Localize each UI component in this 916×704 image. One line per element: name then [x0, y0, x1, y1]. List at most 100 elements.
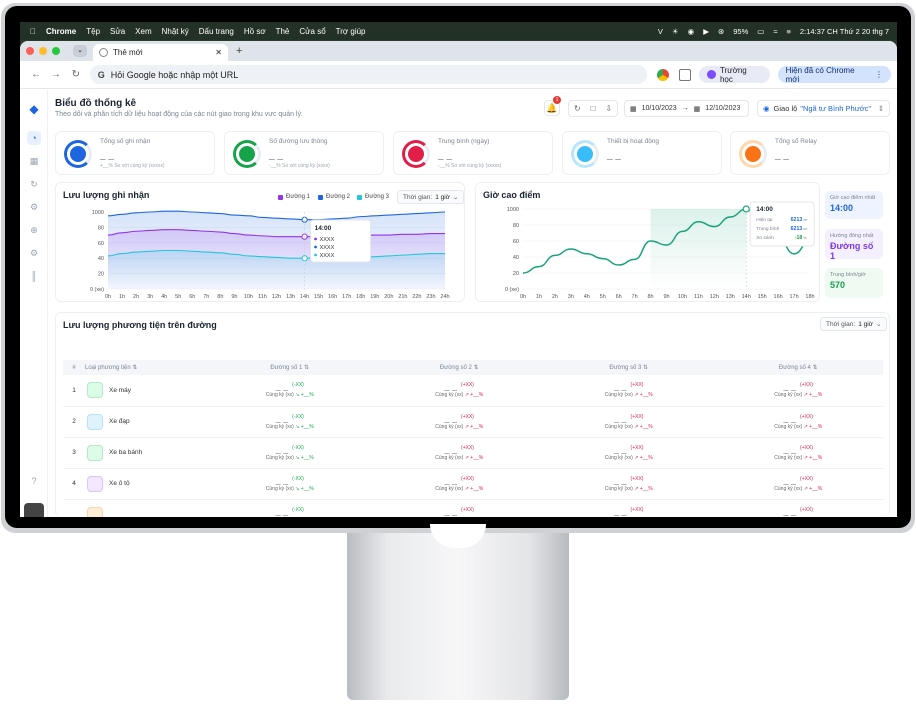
menu-bookmarks[interactable]: Dấu trang [192, 26, 234, 36]
sidebar-route-icon[interactable]: ↻ [30, 179, 38, 189]
header-label: Đường số 4 [778, 365, 811, 371]
series-point[interactable] [742, 205, 750, 213]
play-icon[interactable]: ▶ [703, 26, 709, 36]
sort-icon[interactable]: ⇅ [302, 365, 310, 371]
profile-school-button[interactable]: Trường học [699, 66, 770, 84]
vehicle-type-cell: Xe ô tô [85, 468, 205, 500]
back-arrow-icon[interactable]: ← [30, 69, 41, 80]
reload-icon[interactable]: ↻ [71, 69, 80, 80]
x-tick-label: 23h [426, 294, 435, 300]
menu-file[interactable]: Tệp [80, 26, 100, 36]
cell-value: _ _ [444, 475, 458, 486]
app-logo-icon[interactable]: ◆ [29, 102, 39, 116]
omnibox[interactable]: G Hỏi Google hoặc nhập một URL [89, 65, 648, 84]
tab-search-chevron-icon[interactable]: ⌄ [73, 45, 87, 57]
broadcast-icon[interactable]: ⊛ [717, 26, 725, 36]
menubar-app-name[interactable]: Chrome [40, 26, 76, 36]
menu-view[interactable]: Xem [129, 26, 151, 36]
wifi-icon[interactable]: ≈ [773, 26, 778, 36]
x-tick-label: 14h [300, 294, 309, 300]
v-icon[interactable]: V [657, 26, 663, 36]
legend-duong-3[interactable]: Đường 3 [357, 194, 389, 200]
refresh-icon[interactable]: ↻ [573, 104, 581, 113]
copy-icon[interactable]: □ [590, 104, 596, 113]
stat-icon [70, 146, 86, 162]
legend-duong-1[interactable]: Đường 1 [278, 194, 310, 200]
control-center-icon[interactable]: ≡ [786, 26, 791, 36]
sidebar-chart-icon[interactable]: ◔ [27, 131, 41, 145]
menu-history[interactable]: Nhật ký [155, 26, 189, 36]
trend-value: +__% [470, 517, 483, 518]
date-range-picker[interactable]: ▦ 10/10/2023 → ▦ 12/10/2023 [624, 100, 749, 117]
zoom-window-button[interactable] [52, 47, 60, 55]
cell-value: _ _ [614, 444, 627, 455]
sidebar-road-icon[interactable]: ║ [30, 271, 38, 281]
trend-down-icon: ↘ [293, 392, 301, 399]
battery-icon[interactable]: ▭ [757, 26, 765, 36]
chrome-update-button[interactable]: Hiện đã có Chrome mới ⋮ [777, 66, 891, 84]
menu-window[interactable]: Cửa sổ [293, 26, 325, 36]
cell-change: (-XX) [292, 444, 304, 451]
close-tab-icon[interactable]: ✕ [215, 48, 222, 57]
legend-duong-2[interactable]: Đường 2 [318, 194, 350, 200]
close-window-button[interactable] [26, 47, 34, 55]
menubar-clock[interactable]: 2:14:37 CH Thứ 2 20 thg 7 [799, 26, 889, 36]
cell-change: (+XX) [461, 382, 474, 389]
cell-compare: Cùng kỳ (xx) ↗ +__% [544, 455, 714, 461]
sidebar-settings-icon[interactable]: ⚙ [29, 248, 39, 258]
minimize-window-button[interactable] [39, 47, 47, 55]
peak-tooltip-unit: xe [803, 226, 808, 231]
table-header-cell[interactable]: Đường số 4 ⇅ [713, 360, 883, 375]
cell-change: (+XX) [461, 475, 474, 482]
new-tab-plus-icon[interactable]: + [236, 45, 243, 57]
series-line[interactable] [107, 249, 445, 259]
trend-up-icon: ↗ [802, 517, 809, 518]
sort-icon[interactable]: ⇅ [641, 365, 649, 371]
junction-select[interactable]: ◉ Giao lộ "Ngã tư Bình Phước" ⇕ [757, 100, 890, 117]
road-value-cell: _ _(+XX)Cùng kỳ (xx) ↗ +__% [713, 468, 883, 500]
extension-icon[interactable] [657, 68, 670, 81]
cell-top: _ _ (+XX) [714, 445, 884, 455]
stat-card: Thiết bị hoạt động _ _ [562, 131, 722, 175]
table-header-cell[interactable]: Đường số 3 ⇅ [544, 360, 714, 375]
sort-icon[interactable]: ⇅ [810, 365, 818, 371]
cell-change: (+XX) [630, 413, 644, 420]
table-header-cell[interactable]: Đường số 2 ⇅ [374, 360, 544, 375]
menu-edit[interactable]: Sửa [104, 26, 125, 36]
cell-value: _ _ [783, 382, 797, 393]
menu-profiles[interactable]: Hồ sơ [237, 26, 266, 36]
trend-value: +__% [809, 454, 823, 461]
series-line[interactable] [107, 210, 446, 221]
menu-tab[interactable]: Thẻ [269, 26, 290, 36]
peak-tooltip-label: Hiện tại [756, 217, 772, 223]
brightness-icon[interactable]: ☀ [671, 26, 679, 36]
user-avatar[interactable] [24, 503, 44, 517]
road-value-cell: _ _(-XX)Cùng kỳ (xx) ↘ +__% [205, 468, 375, 500]
puzzle-extensions-icon[interactable] [679, 68, 692, 81]
more-menu-icon[interactable]: ⋮ [875, 70, 883, 79]
sort-icon[interactable]: ⇅ [130, 365, 138, 371]
compare-label: Cùng kỳ (xx) [605, 517, 633, 518]
compare-label: Cùng kỳ (xx) [604, 392, 633, 399]
trend-value: +__% [470, 454, 484, 461]
notification-bell-icon[interactable]: 🔔 [544, 100, 560, 116]
series-line[interactable] [107, 229, 445, 238]
help-icon[interactable]: ? [31, 476, 37, 486]
record-icon[interactable]: ◉ [687, 26, 695, 36]
table-header-cell[interactable]: Loại phương tiện ⇅ [85, 360, 205, 375]
y-tick-label: 0 (xe) [90, 287, 104, 293]
cell-change: (+XX) [630, 444, 644, 451]
sidebar-target-icon[interactable]: ⊕ [30, 225, 38, 235]
apple-icon[interactable]:  [30, 27, 36, 36]
monitor-stand [347, 532, 569, 700]
tab-new-tab[interactable]: Thẻ mới ✕ [93, 44, 228, 61]
sidebar-device-icon[interactable]: ⚙ [29, 202, 39, 212]
forward-arrow-icon[interactable]: → [50, 69, 61, 80]
sort-icon[interactable]: ⇅ [471, 365, 479, 371]
sidebar-grid-icon[interactable]: ▦ [29, 156, 39, 166]
menu-help[interactable]: Trợ giúp [329, 26, 366, 36]
flow-time-select[interactable]: Thời gian: 1 giờ ⌄ [397, 190, 465, 204]
table-header-cell[interactable]: Đường số 1 ⇅ [205, 360, 375, 375]
table-time-select[interactable]: Thời gian: 1 giờ ⌄ [820, 317, 888, 331]
download-icon[interactable]: ⇩ [605, 104, 613, 113]
